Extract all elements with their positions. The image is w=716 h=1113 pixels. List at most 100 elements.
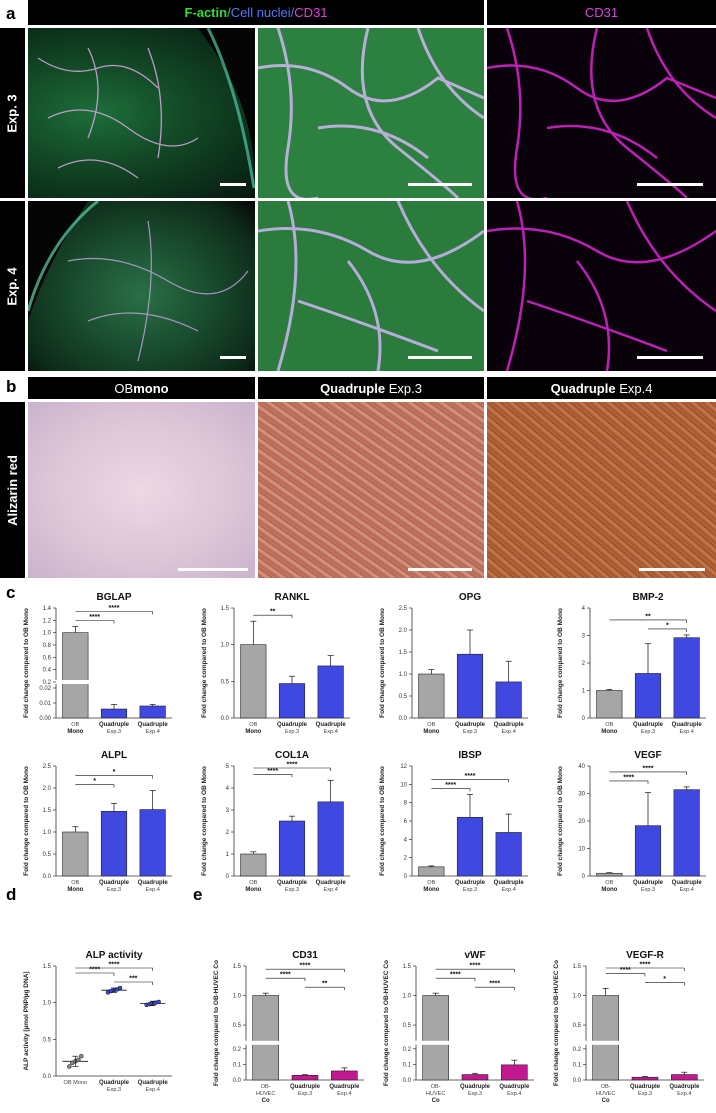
x-tick-label: OB — [427, 722, 435, 728]
x-tick-label: Quadruple — [669, 1084, 700, 1090]
panel-a-header-merged: F-actin / Cell nuclei / CD31 — [28, 0, 484, 25]
panel-label-c: c — [6, 583, 16, 602]
x-tick-label: OB — [605, 880, 613, 886]
x-tick-label: Exp.4 — [146, 1087, 160, 1093]
significance-label: **** — [109, 962, 120, 969]
chart-svg: BGLAP Fold change compared to OB Mono 0.00… — [23, 592, 172, 735]
significance-label: **** — [640, 962, 651, 969]
y-tick-label: 8 — [404, 801, 408, 807]
bar — [278, 820, 306, 877]
x-tick-label: Quadruple — [277, 880, 308, 886]
chart-vwf: vWF Fold change compared to OB-HUVEC Co 0.… — [380, 948, 540, 1108]
x-tick-label: Quadruple — [460, 1084, 491, 1090]
panel-a-header-cd31: CD31 — [487, 0, 716, 25]
bar — [456, 653, 484, 719]
y-tick-label: 0.1 — [233, 1062, 242, 1068]
y-tick-label: 0.0 — [233, 1078, 242, 1084]
y-tick-label: 20 — [578, 819, 585, 825]
x-tick-label: Exp.3 — [285, 729, 299, 735]
y-tick-label: 0.0 — [399, 716, 408, 722]
bar — [461, 1074, 489, 1081]
chart-svg: CD31 Fold change compared to OB-HUVEC Co 0… — [213, 950, 364, 1104]
y-tick-label: 0.5 — [43, 1037, 52, 1043]
chart-bmp2: BMP-2 Fold change compared to OB Mono 0 1 2 3… — [554, 590, 712, 740]
y-tick-label: 0.2 — [403, 1047, 412, 1053]
x-tick-label: Quadruple — [329, 1084, 360, 1090]
image-exp3-merged-zoom — [258, 28, 484, 198]
x-tick-label: Mono — [423, 887, 439, 893]
chart-title: RANKL — [275, 592, 310, 603]
significance-label: **** — [287, 762, 298, 769]
chart-svg: IBSP Fold change compared to OB Mono 0 2 4 6 8… — [379, 750, 528, 893]
x-tick-label: Quadruple — [316, 722, 347, 728]
chart-vegfr: VEGF-R Fold change compared to OB-HUVEC C… — [550, 948, 710, 1108]
significance-label: **** — [267, 768, 278, 775]
bar — [317, 801, 344, 877]
x-tick-label: OB — [605, 722, 613, 728]
chart-opg: OPG Fold change compared to OB Mono 0.0 0.5… — [376, 590, 534, 740]
significance-label: *** — [129, 976, 137, 983]
y-tick-label: 1.2 — [43, 618, 52, 624]
sep-1: / — [227, 5, 231, 20]
y-tick-label: 0 — [226, 874, 230, 880]
cd31-vessels — [487, 201, 716, 371]
x-tick-label: HUVEC — [426, 1091, 446, 1097]
x-tick-label: Exp.4 — [337, 1091, 351, 1097]
x-tick-label: Quadruple — [99, 880, 130, 886]
significance-label: ** — [645, 613, 651, 620]
bar — [418, 673, 445, 719]
significance-label: ** — [322, 981, 328, 988]
vessel-overlay-zoom — [258, 28, 484, 198]
y-tick-label: 2 — [404, 856, 408, 862]
y-tick-label: 0.4 — [43, 668, 52, 674]
significance-label: ** — [270, 609, 276, 616]
x-tick-label: Mono — [601, 729, 617, 735]
x-tick-label: OB — [249, 722, 257, 728]
panel-label-b: b — [6, 377, 17, 396]
chart-title: IBSP — [458, 750, 482, 761]
chart-title: ALPL — [101, 750, 127, 761]
chart-svg: COL1A Fold change compared to OB Mono 0 1 2 3… — [201, 750, 350, 893]
y-tick-label: 1.0 — [221, 643, 230, 649]
significance-label: **** — [623, 774, 634, 781]
y-tick-label: 0.00 — [39, 716, 51, 722]
bar — [291, 1075, 319, 1081]
x-tick-label: Quadruple — [633, 880, 664, 886]
y-axis-label: Fold change compared to OB Mono — [379, 608, 386, 718]
y-tick-label: 0.5 — [399, 694, 408, 700]
chart-title: OPG — [459, 592, 481, 603]
chart-svg: BMP-2 Fold change compared to OB Mono 0 1 2 3… — [557, 592, 706, 735]
scale-bar — [637, 183, 703, 186]
x-tick-label: OB — [71, 880, 79, 886]
x-tick-label: Quadruple — [138, 1080, 169, 1086]
y-tick-label: 1.5 — [221, 606, 230, 612]
chart-svg: ALPL Fold change compared to OB Mono 0.0 0.… — [23, 750, 172, 893]
y-tick-label: 1.0 — [573, 994, 582, 1000]
x-tick-label: Exp.4 — [502, 887, 516, 893]
y-tick-label: 2.0 — [399, 628, 408, 634]
chart-title: COL1A — [275, 750, 309, 761]
y-tick-label: 3 — [582, 634, 586, 640]
x-tick-label: Co — [432, 1098, 440, 1104]
y-tick-label: 0.1 — [573, 1062, 582, 1068]
x-tick-label: Quadruple — [290, 1084, 321, 1090]
y-tick-label: 0.2 — [573, 1047, 582, 1053]
x-tick-label: Exp.3 — [298, 1091, 312, 1097]
label-nuclei: Cell nuclei — [230, 5, 291, 20]
bar — [62, 831, 89, 877]
panel-label-a: a — [6, 4, 16, 23]
bar — [422, 995, 449, 1081]
chart-svg: VEGF Fold change compared to OB Mono 0 10 20… — [557, 750, 706, 893]
x-tick-label: Quadruple — [455, 880, 486, 886]
y-tick-label: 1.5 — [233, 964, 242, 970]
bar — [596, 690, 623, 719]
y-tick-label: 0 — [582, 716, 586, 722]
significance-label: **** — [445, 782, 456, 789]
significance-label: **** — [643, 765, 654, 772]
y-tick-label: 1.0 — [399, 672, 408, 678]
x-tick-label: Exp.3 — [107, 1087, 121, 1093]
x-tick-label: OB — [249, 880, 257, 886]
x-tick-label: Exp.3 — [468, 1091, 482, 1097]
y-tick-label: 3 — [226, 808, 230, 814]
significance-label: * — [113, 769, 116, 776]
